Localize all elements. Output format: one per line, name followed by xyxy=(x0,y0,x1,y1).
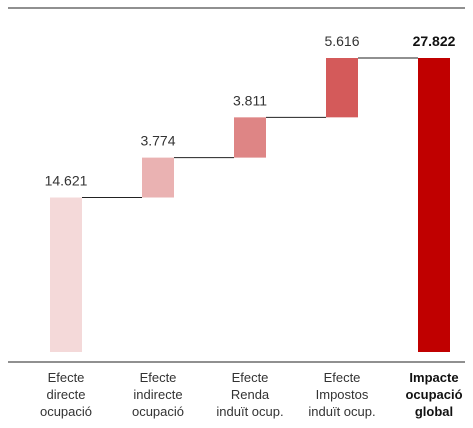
category-label-1: Efecte directe ocupació xyxy=(40,370,92,419)
category-label-4: Efecte Impostos induït ocup. xyxy=(308,370,375,419)
category-label-line: Efecte xyxy=(324,370,361,385)
category-label-line: Efecte xyxy=(140,370,177,385)
value-label-5: 27.822 xyxy=(413,33,456,49)
category-label-line: ocupació xyxy=(40,404,92,419)
bar-4 xyxy=(326,58,358,118)
category-label-line: induït ocup. xyxy=(308,404,375,419)
category-labels-layer: Efecte directe ocupació Efecte indirecte ocup… xyxy=(40,370,463,419)
bar-1 xyxy=(50,197,82,352)
category-label-line: Impacte xyxy=(409,370,458,385)
value-label-1: 14.621 xyxy=(45,172,88,188)
bar-3 xyxy=(234,117,266,158)
bars-layer xyxy=(50,58,450,352)
category-label-line: Efecte xyxy=(48,370,85,385)
category-label-3: Efecte Renda induït ocup. xyxy=(216,370,283,419)
connectors-layer xyxy=(82,57,418,198)
category-label-line: ocupació xyxy=(405,387,462,402)
category-label-line: Efecte xyxy=(232,370,269,385)
bar-5 xyxy=(418,58,450,352)
category-label-line: indirecte xyxy=(133,387,182,402)
value-label-2: 3.774 xyxy=(140,133,175,149)
category-label-line: Impostos xyxy=(316,387,369,402)
category-label-2: Efecte indirecte ocupació xyxy=(132,370,184,419)
category-label-line: directe xyxy=(46,387,85,402)
category-label-line: ocupació xyxy=(132,404,184,419)
value-labels-layer: 14.621 3.774 3.811 5.616 27.822 xyxy=(45,33,456,188)
value-label-3: 3.811 xyxy=(233,92,267,108)
bar-2 xyxy=(142,157,174,198)
category-label-5: Impacte ocupació global xyxy=(405,370,462,419)
category-label-line: induït ocup. xyxy=(216,404,283,419)
category-label-line: global xyxy=(415,404,453,419)
value-label-4: 5.616 xyxy=(324,33,359,49)
category-label-line: Renda xyxy=(231,387,270,402)
